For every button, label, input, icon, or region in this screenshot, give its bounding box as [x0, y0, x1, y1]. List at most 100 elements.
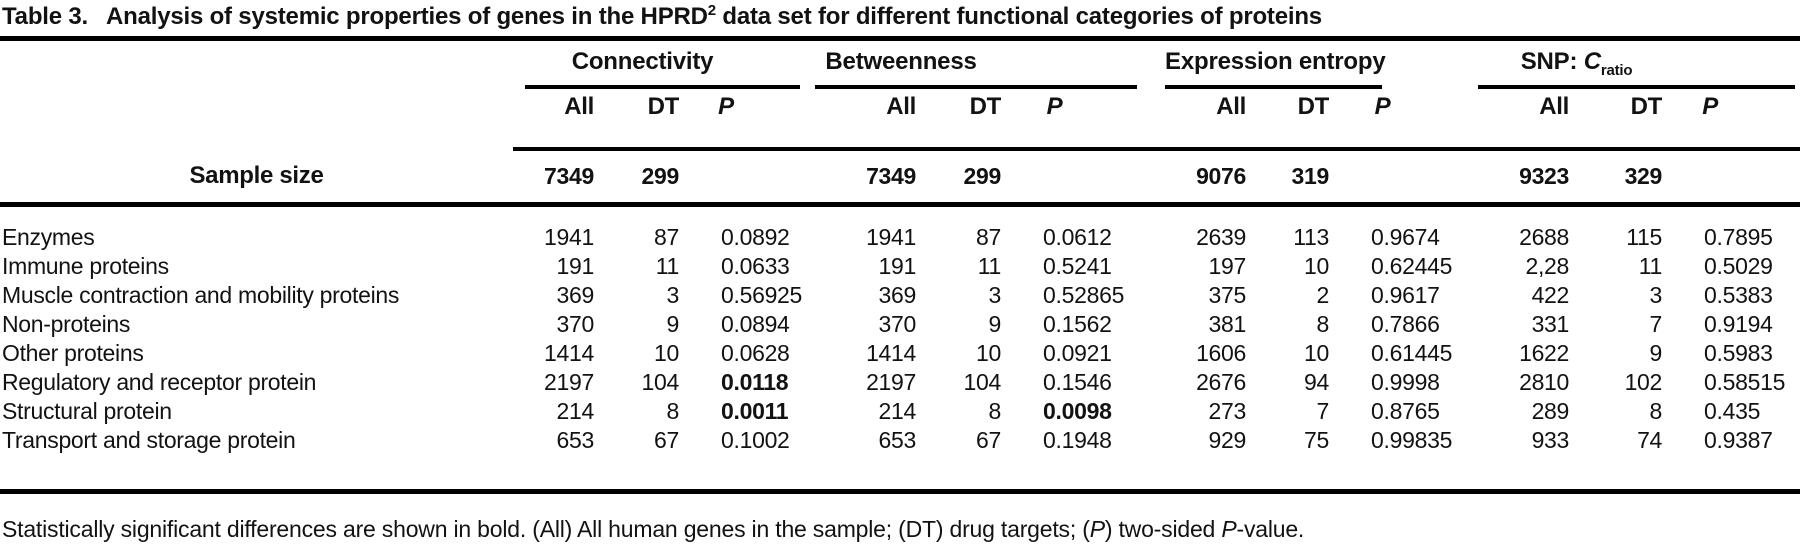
value-cell: 214	[878, 397, 917, 424]
value-cell: 375	[1208, 281, 1247, 308]
sample-size-row: Sample size 7349 299 7349 299 9076 319 9…	[0, 149, 1800, 207]
value-cell: 67	[600, 425, 685, 494]
table-row: Structural protein 214 8 0.0011 214 8 0.…	[0, 397, 1800, 426]
pvalue-cell: 0.8765	[1371, 397, 1440, 424]
subscript-ratio: ratio	[1600, 61, 1633, 79]
pvalue-cell: 0.9194	[1704, 310, 1773, 337]
value-cell: 929	[1150, 425, 1253, 494]
value-cell: 2197	[866, 368, 917, 395]
table-caption: Analysis of systemic properties of genes…	[106, 2, 1322, 30]
pvalue-cell: 0.9617	[1371, 281, 1440, 308]
pvalue-cell: 0.9387	[1668, 425, 1800, 494]
value-cell: 1941	[866, 223, 917, 250]
value-cell: 9	[988, 310, 1002, 337]
value-cell: 369	[556, 281, 595, 308]
pvalue-cell: 0.5029	[1704, 252, 1773, 279]
row-label: Muscle contraction and mobility proteins	[2, 281, 400, 308]
value-cell: 2688	[1519, 223, 1570, 250]
value-cell: 3	[988, 281, 1002, 308]
pvalue-cell: 0.52865	[1043, 281, 1125, 308]
pvalue-cell: 0.7895	[1704, 223, 1773, 250]
value-cell: 2810	[1519, 368, 1570, 395]
empty-cell	[1335, 149, 1479, 207]
value-cell: 197	[1208, 252, 1247, 279]
value-cell: 2	[1316, 281, 1330, 308]
value-cell: 104	[963, 368, 1002, 395]
pvalue-cell: 0.61445	[1371, 339, 1453, 366]
table-number: Table 3.	[2, 3, 88, 30]
table-footnote: Statistically significant differences ar…	[2, 515, 1305, 542]
value-cell: 381	[1208, 310, 1247, 337]
empty-corner-cell	[0, 41, 513, 89]
pvalue-cell: 0.5241	[1043, 252, 1112, 279]
value-cell: 3	[666, 281, 680, 308]
pvalue-cell: 0.1002	[685, 425, 816, 494]
row-label: Other proteins	[2, 339, 144, 366]
pvalue-cell: 0.1948	[1007, 425, 1151, 494]
col-header-dt: DT	[1252, 89, 1336, 151]
value-cell: 653	[815, 425, 923, 494]
pvalue-cell: 0.0612	[1043, 223, 1112, 250]
row-label: Structural protein	[2, 397, 172, 424]
value-cell: 104	[641, 368, 680, 395]
sample-size-value: 9076	[1150, 149, 1253, 207]
value-cell: 67	[922, 425, 1008, 494]
sample-size-value: 299	[922, 149, 1008, 207]
pvalue-cell: 0.0894	[721, 310, 790, 337]
value-cell: 2676	[1196, 368, 1247, 395]
empty-cell	[1007, 149, 1151, 207]
superscript-2: 2	[707, 2, 716, 19]
sample-size-value: 9323	[1478, 149, 1576, 207]
value-cell: 214	[556, 397, 595, 424]
value-cell: 289	[1531, 397, 1570, 424]
sample-size-value: 299	[600, 149, 685, 207]
table-row: Transport and storage protein 653 67 0.1…	[0, 425, 1800, 494]
pvalue-cell: 0.0011	[721, 397, 789, 424]
pvalue-cell: 0.0633	[721, 252, 790, 279]
value-cell: 1941	[544, 223, 594, 250]
col-header-dt: DT	[922, 89, 1008, 151]
value-cell: 2,28	[1525, 252, 1570, 279]
value-cell: 2197	[544, 368, 594, 395]
empty-cell	[1668, 149, 1800, 207]
col-header-all: All	[513, 89, 600, 151]
value-cell: 10	[1304, 339, 1330, 366]
sample-size-value: 329	[1575, 149, 1669, 207]
col-header-dt: DT	[1575, 89, 1669, 151]
value-cell: 933	[1478, 425, 1576, 494]
pvalue-cell: 0.0098	[1043, 397, 1112, 424]
empty-cell	[685, 149, 816, 207]
value-cell: 11	[655, 252, 680, 279]
col-header-p: P	[1007, 89, 1151, 151]
row-label: Non-proteins	[2, 310, 131, 337]
value-cell: 1622	[1519, 339, 1570, 366]
value-cell: 94	[1304, 368, 1330, 395]
value-cell: 653	[513, 425, 600, 494]
value-cell: 8	[666, 397, 680, 424]
table-row: Muscle contraction and mobility proteins…	[0, 281, 1800, 310]
value-cell: 8	[988, 397, 1002, 424]
group-header-row: Connectivity Betweenness Expression entr…	[0, 41, 1800, 89]
col-header-p: P	[685, 89, 816, 151]
sample-size-value: 7349	[513, 149, 600, 207]
pvalue-cell: 0.0921	[1043, 339, 1112, 366]
row-label: Regulatory and receptor protein	[2, 368, 317, 395]
pvalue-cell: 0.0118	[721, 368, 789, 395]
value-cell: 8	[1316, 310, 1330, 337]
row-label: Transport and storage protein	[0, 425, 513, 494]
value-cell: 9	[666, 310, 680, 337]
pvalue-cell: 0.58515	[1704, 368, 1786, 395]
value-cell: 74	[1575, 425, 1669, 494]
value-cell: 370	[556, 310, 595, 337]
value-cell: 75	[1252, 425, 1336, 494]
value-cell: 7	[1649, 310, 1663, 337]
subheader-row: All DT P All DT P All DT P All DT P	[0, 89, 1800, 151]
value-cell: 9	[1649, 339, 1663, 366]
pvalue-cell: 0.1562	[1043, 310, 1112, 337]
row-label: Immune proteins	[2, 252, 169, 279]
value-cell: 7	[1316, 397, 1330, 424]
group-header-connectivity: Connectivity	[513, 41, 815, 89]
group-header-betweenness: Betweenness	[815, 41, 1150, 89]
pvalue-cell: 0.435	[1704, 397, 1761, 424]
row-label: Enzymes	[2, 223, 95, 250]
